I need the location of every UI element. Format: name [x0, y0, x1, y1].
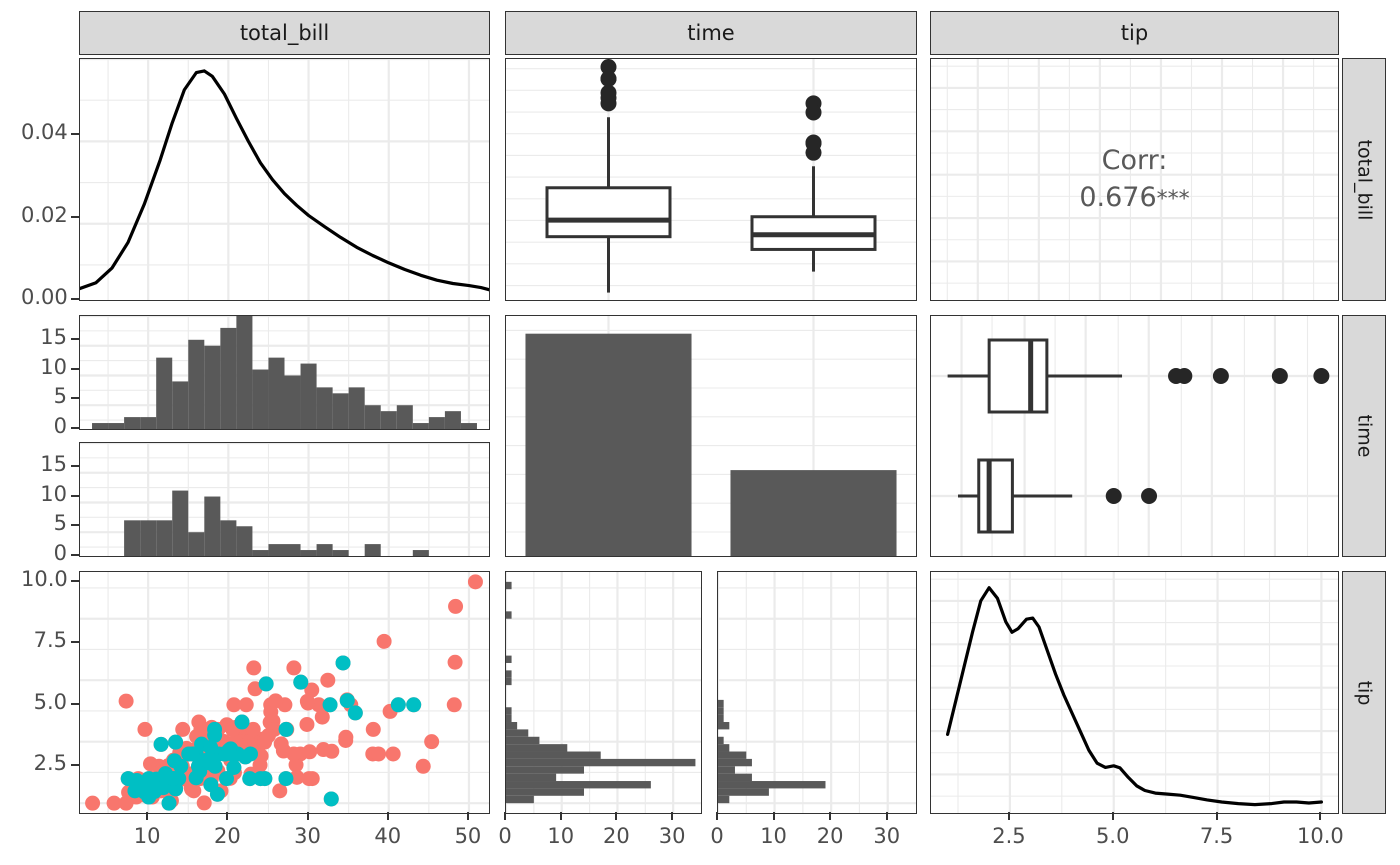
x-tick-label: 10	[547, 824, 575, 848]
x-tick-label: 30	[294, 824, 321, 848]
x-tick-label: 20	[213, 824, 241, 848]
column-strip-total-bill-label: total_bill	[239, 21, 330, 45]
panel-tip-histogram-lunch	[717, 571, 917, 814]
x-tick-mark	[1319, 812, 1322, 820]
y-tick-mark	[71, 494, 79, 497]
panel-total-bill-histogram-dinner	[79, 315, 490, 430]
x-tick-mark	[146, 812, 149, 820]
y-tick-mark	[71, 337, 79, 340]
y-tick-label: 2.5	[33, 751, 67, 776]
x-tick-mark	[504, 812, 506, 820]
x-tick-mark	[885, 812, 888, 820]
y-tick-label: 5	[53, 511, 67, 536]
column-strip-total-bill: total_bill	[79, 11, 490, 55]
y-tick-label: 7.5	[33, 628, 67, 653]
x-tick-label: 40	[374, 824, 402, 848]
column-strip-tip-label: tip	[1120, 21, 1149, 45]
x-tick-label: 2.5	[992, 824, 1026, 848]
y-tick-mark	[71, 764, 79, 767]
row-strip-time: time	[1342, 315, 1386, 557]
correlation-text: Corr: 0.676***	[931, 59, 1338, 300]
x-tick-label: 0	[498, 824, 512, 848]
y-tick-mark	[71, 554, 79, 556]
panel-scatter-total-bill-tip	[79, 571, 490, 814]
y-tick-label: 15	[40, 324, 67, 349]
y-tick-label: 5.0	[33, 689, 67, 714]
panel-tip-histogram-dinner	[505, 571, 702, 814]
y-tick-mark	[71, 579, 79, 582]
row-strip-tip-label: tip	[1352, 680, 1375, 705]
y-tick-label: 15	[40, 451, 67, 476]
x-tick-label: 7.5	[1199, 824, 1234, 848]
y-tick-label: 0	[53, 541, 67, 565]
corr-stars: ***	[1156, 186, 1190, 212]
panel-tip-boxplot-by-time	[930, 315, 1339, 557]
row-strip-time-label: time	[1353, 414, 1375, 458]
x-tick-label: 30	[873, 824, 901, 848]
y-tick-mark	[71, 427, 79, 429]
x-tick-mark	[615, 812, 618, 820]
panel-tip-density	[930, 571, 1339, 814]
y-tick-label: 0.02	[21, 202, 68, 227]
corr-value: 0.676	[1079, 181, 1157, 213]
x-tick-label: 20	[816, 824, 844, 848]
panel-total-bill-histogram-lunch	[79, 442, 490, 557]
x-tick-label: 5.0	[1096, 824, 1130, 848]
x-tick-label: 0	[710, 824, 724, 848]
row-strip-tip: tip	[1342, 571, 1386, 814]
y-tick-mark	[71, 215, 79, 218]
y-tick-label: 10	[40, 354, 67, 379]
y-tick-mark	[71, 298, 79, 300]
x-tick-label: 30	[658, 824, 686, 848]
x-tick-mark	[306, 812, 309, 820]
corr-value-row: 0.676***	[1079, 180, 1189, 216]
corr-label: Corr:	[1101, 145, 1168, 177]
x-tick-mark	[829, 812, 832, 820]
x-tick-mark	[1111, 812, 1114, 820]
x-tick-label: 10	[760, 824, 787, 848]
column-strip-tip: tip	[930, 11, 1339, 55]
x-tick-label: 20	[603, 824, 630, 848]
y-tick-mark	[71, 524, 79, 527]
x-tick-mark	[671, 812, 674, 820]
x-tick-mark	[1215, 812, 1218, 820]
x-tick-mark	[1007, 812, 1010, 820]
x-tick-mark	[716, 812, 718, 820]
y-tick-mark	[71, 397, 79, 400]
panel-time-barchart	[505, 315, 917, 557]
y-tick-label: 10	[40, 481, 67, 506]
column-strip-time-label: time	[687, 21, 735, 45]
panel-time-boxplot-total-bill	[505, 58, 917, 301]
y-tick-mark	[71, 367, 79, 370]
y-tick-label: 5	[53, 384, 67, 409]
x-tick-label: 10.0	[1296, 824, 1344, 848]
y-tick-label: 0.00	[21, 285, 68, 309]
x-tick-label: 10	[133, 824, 161, 848]
y-tick-mark	[71, 464, 79, 467]
y-tick-label: 0	[53, 414, 67, 438]
x-tick-mark	[226, 812, 229, 820]
row-strip-total-bill-label: total_bill	[1353, 139, 1375, 220]
x-tick-mark	[386, 812, 389, 820]
x-tick-label: 50	[454, 824, 482, 848]
x-tick-mark	[772, 812, 775, 820]
column-strip-time: time	[505, 11, 917, 55]
x-tick-mark	[466, 812, 469, 820]
y-tick-label: 10.0	[21, 566, 68, 591]
row-strip-total-bill: total_bill	[1342, 58, 1386, 301]
y-tick-mark	[71, 702, 79, 705]
panel-total-bill-density	[79, 58, 490, 301]
y-tick-mark	[71, 641, 79, 644]
x-tick-mark	[559, 812, 562, 820]
y-tick-label: 0.04	[21, 120, 68, 145]
y-tick-mark	[71, 133, 79, 136]
panel-correlation-tip-total-bill: Corr: 0.676***	[930, 58, 1339, 301]
